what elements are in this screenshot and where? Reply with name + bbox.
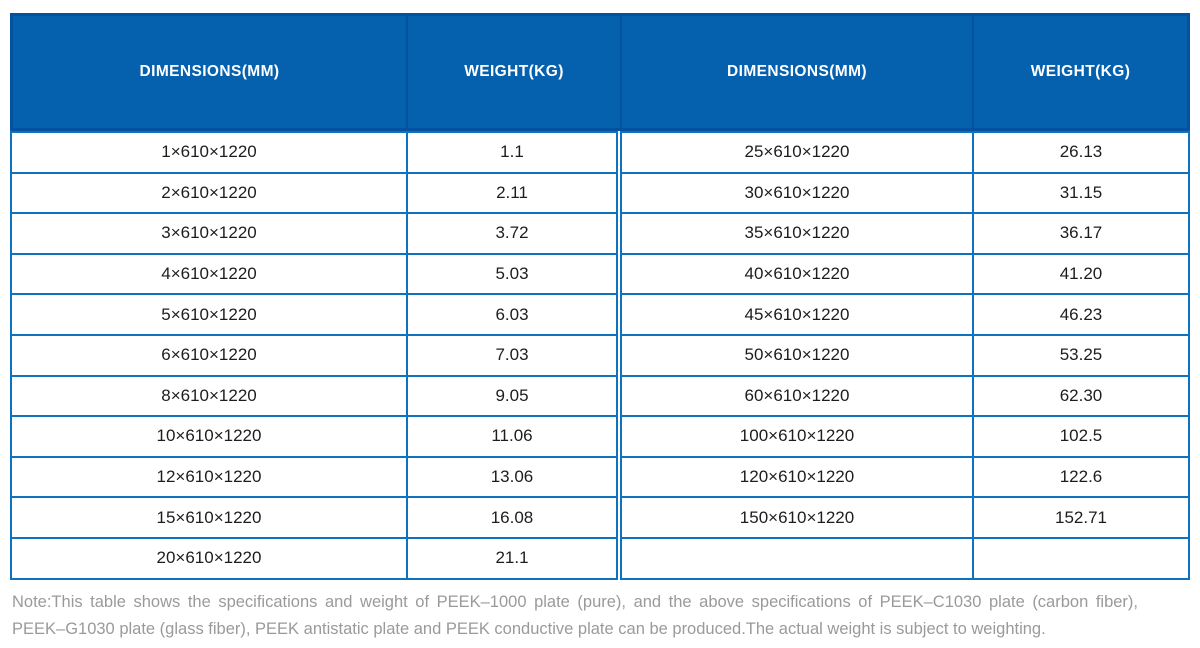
table-row: 25×610×1220 26.13	[620, 131, 1190, 174]
weight-cell: 5.03	[406, 252, 618, 296]
table-row: 100×610×1220 102.5	[620, 415, 1190, 458]
dimension-cell: 100×610×1220	[620, 415, 974, 458]
weight-cell: 46.23	[972, 293, 1190, 336]
note-line-2: PEEK–G1030 plate (glass fiber), PEEK ant…	[12, 620, 1046, 638]
dimension-cell: 12×610×1220	[10, 455, 408, 499]
weight-cell: 3.72	[406, 212, 618, 255]
weight-cell: 62.30	[972, 374, 1190, 418]
header-weight-left: WEIGHT(KG)	[408, 16, 622, 128]
weight-cell: 26.13	[972, 131, 1190, 174]
dimension-cell: 120×610×1220	[620, 455, 974, 499]
table-header-row: DIMENSIONS(MM) WEIGHT(KG) DIMENSIONS(MM)…	[10, 13, 1190, 131]
weight-cell: 53.25	[972, 333, 1190, 377]
weight-cell: 1.1	[406, 131, 618, 174]
weight-cell: 6.03	[406, 293, 618, 336]
table-row: 20×610×1220 21.1	[10, 536, 618, 580]
table-row: 50×610×1220 53.25	[620, 333, 1190, 377]
table-row: 35×610×1220 36.17	[620, 212, 1190, 255]
dimension-cell: 25×610×1220	[620, 131, 974, 174]
dimension-cell: 5×610×1220	[10, 293, 408, 336]
table-row: 3×610×1220 3.72	[10, 212, 618, 255]
dimension-cell: 35×610×1220	[620, 212, 974, 255]
weight-cell	[972, 536, 1190, 580]
table-row: 15×610×1220 16.08	[10, 496, 618, 539]
table-row: 6×610×1220 7.03	[10, 333, 618, 377]
dimension-cell: 30×610×1220	[620, 171, 974, 215]
weight-cell: 102.5	[972, 415, 1190, 458]
left-half-table: 1×610×1220 1.1 2×610×1220 2.11 3×610×122…	[10, 131, 618, 580]
header-weight-right: WEIGHT(KG)	[1030, 63, 1131, 80]
dimension-cell: 2×610×1220	[10, 171, 408, 215]
table-row: 30×610×1220 31.15	[620, 171, 1190, 215]
right-half-table: 25×610×1220 26.13 30×610×1220 31.15 35×6…	[620, 131, 1190, 580]
header-dimensions-right: DIMENSIONS(MM)	[622, 16, 974, 128]
dimension-cell: 1×610×1220	[10, 131, 408, 174]
weight-cell: 11.06	[406, 415, 618, 458]
dimension-cell: 50×610×1220	[620, 333, 974, 377]
spec-table: DIMENSIONS(MM) WEIGHT(KG) DIMENSIONS(MM)…	[10, 13, 1190, 580]
table-row: 8×610×1220 9.05	[10, 374, 618, 418]
footnote: Note:This table shows the specifications…	[12, 589, 1138, 643]
dimension-cell: 4×610×1220	[10, 252, 408, 296]
dimension-cell: 20×610×1220	[10, 536, 408, 580]
weight-cell: 2.11	[406, 171, 618, 215]
dimension-cell: 10×610×1220	[10, 415, 408, 458]
table-row: 1×610×1220 1.1	[10, 131, 618, 174]
table-row-empty	[620, 536, 1190, 580]
dimension-cell: 150×610×1220	[620, 496, 974, 539]
table-row: 150×610×1220 152.71	[620, 496, 1190, 539]
header-dimensions-left: DIMENSIONS(MM)	[13, 16, 408, 128]
table-row: 12×610×1220 13.06	[10, 455, 618, 499]
table-body: 1×610×1220 1.1 2×610×1220 2.11 3×610×122…	[10, 131, 1190, 580]
weight-cell: 36.17	[972, 212, 1190, 255]
weight-cell: 41.20	[972, 252, 1190, 296]
table-row: 4×610×1220 5.03	[10, 252, 618, 296]
table-row: 120×610×1220 122.6	[620, 455, 1190, 499]
weight-cell: 16.08	[406, 496, 618, 539]
dimension-cell: 45×610×1220	[620, 293, 974, 336]
table-row: 2×610×1220 2.11	[10, 171, 618, 215]
dimension-cell: 6×610×1220	[10, 333, 408, 377]
dimension-cell: 3×610×1220	[10, 212, 408, 255]
table-row: 40×610×1220 41.20	[620, 252, 1190, 296]
table-row: 60×610×1220 62.30	[620, 374, 1190, 418]
weight-cell: 7.03	[406, 333, 618, 377]
weight-cell: 152.71	[972, 496, 1190, 539]
weight-cell: 9.05	[406, 374, 618, 418]
weight-cell: 31.15	[972, 171, 1190, 215]
dimension-cell: 60×610×1220	[620, 374, 974, 418]
table-row: 45×610×1220 46.23	[620, 293, 1190, 336]
note-line-1: Note:This table shows the specifications…	[12, 593, 1138, 611]
weight-cell: 13.06	[406, 455, 618, 499]
dimension-cell: 15×610×1220	[10, 496, 408, 539]
dimension-cell: 40×610×1220	[620, 252, 974, 296]
table-row: 5×610×1220 6.03	[10, 293, 618, 336]
weight-cell: 122.6	[972, 455, 1190, 499]
dimension-cell: 8×610×1220	[10, 374, 408, 418]
dimension-cell	[620, 536, 974, 580]
weight-cell: 21.1	[406, 536, 618, 580]
table-row: 10×610×1220 11.06	[10, 415, 618, 458]
